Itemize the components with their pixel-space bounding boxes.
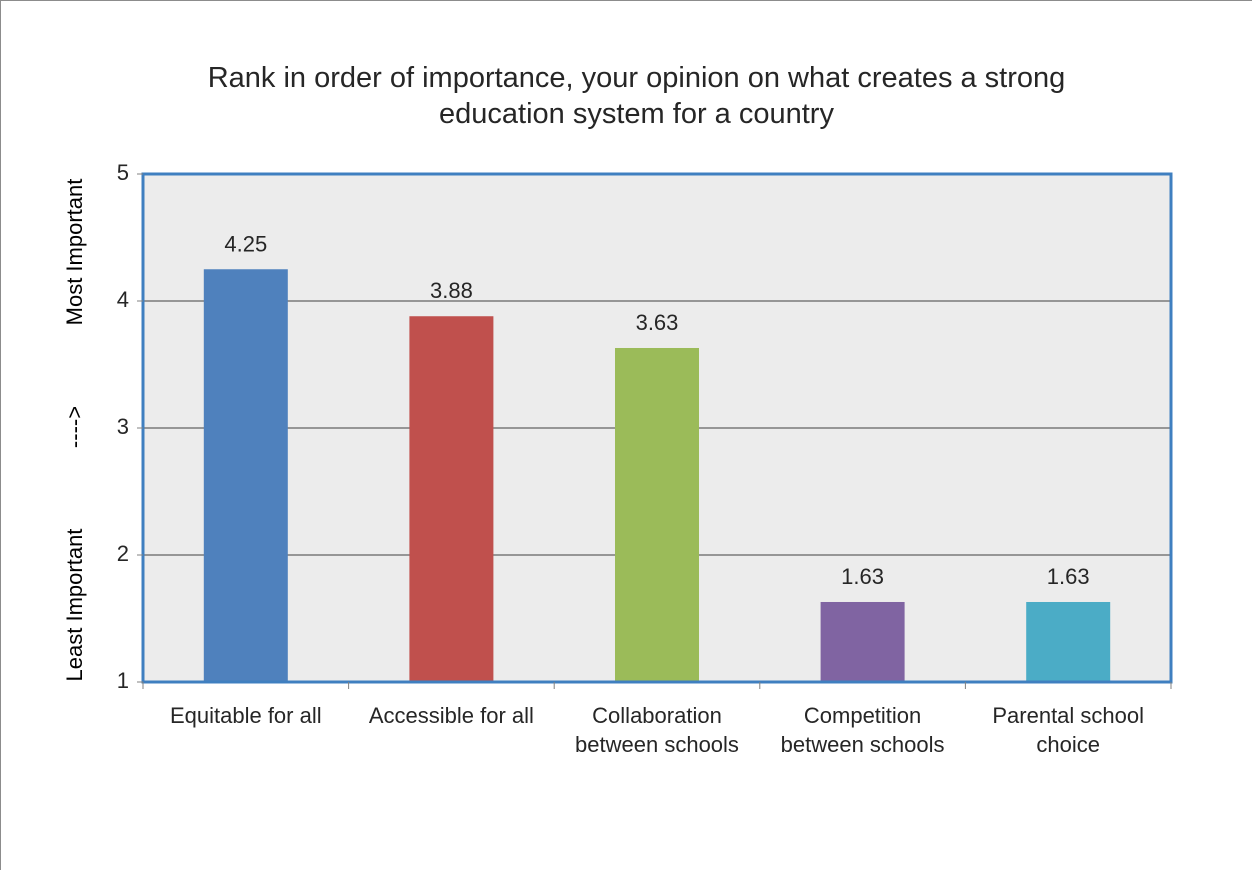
bar bbox=[1026, 601, 1111, 682]
x-tick-label: Competition bbox=[804, 703, 921, 728]
y-tick-label: 2 bbox=[117, 541, 129, 566]
bar bbox=[820, 601, 905, 682]
x-tick-label: choice bbox=[1036, 732, 1100, 757]
x-tick-label: Equitable for all bbox=[170, 703, 322, 728]
y-axis-label-most: Most Important bbox=[62, 179, 87, 326]
y-tick-label: 5 bbox=[117, 160, 129, 185]
y-axis-label-least: Least Important bbox=[62, 529, 87, 682]
chart-title: Rank in order of importance, your opinio… bbox=[100, 60, 1173, 132]
data-label: 3.63 bbox=[636, 310, 679, 335]
chart-title-line-2: education system for a country bbox=[439, 98, 834, 130]
chart-title-line-1: Rank in order of importance, your opinio… bbox=[207, 62, 1066, 94]
x-tick-label: Parental school bbox=[992, 703, 1144, 728]
y-tick-label: 4 bbox=[117, 287, 129, 312]
y-tick-label: 1 bbox=[117, 668, 129, 693]
y-axis-title: Least Important ----> Most Important bbox=[62, 179, 87, 682]
x-tick-label: between schools bbox=[781, 732, 945, 757]
data-label: 3.88 bbox=[430, 278, 473, 303]
x-tick-label: Collaboration bbox=[592, 703, 722, 728]
bar bbox=[615, 347, 699, 682]
axes: 1 2 3 4 5 Equitable for all Accessible for all… bbox=[117, 160, 1172, 757]
y-tick-label: 3 bbox=[117, 414, 129, 439]
data-labels: 4.25 3.88 3.63 1.63 1.63 bbox=[224, 231, 1089, 589]
y-axis-label-arrow: ----> bbox=[62, 406, 87, 448]
bar bbox=[409, 316, 494, 682]
data-label: 1.63 bbox=[841, 564, 884, 589]
x-tick-label: Accessible for all bbox=[369, 703, 534, 728]
data-label: 1.63 bbox=[1047, 564, 1090, 589]
data-label: 4.25 bbox=[224, 231, 267, 256]
x-tick-label: between schools bbox=[575, 732, 739, 757]
bars bbox=[203, 269, 1111, 682]
bar bbox=[203, 269, 288, 682]
